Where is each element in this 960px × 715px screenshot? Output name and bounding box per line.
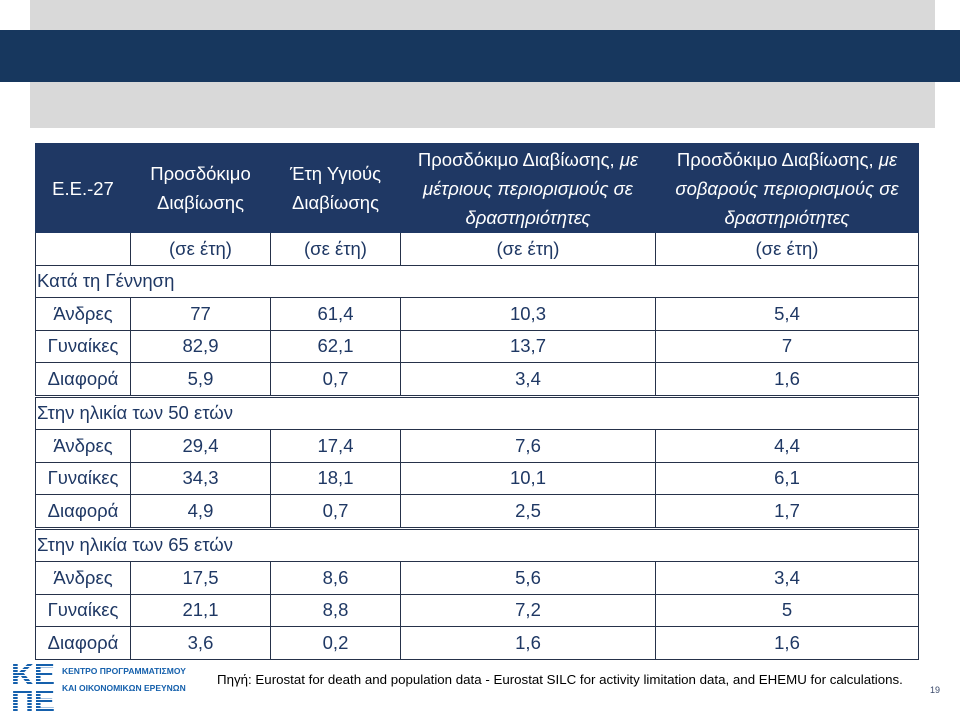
header-life-expectancy: Προσδόκιμο Διαβίωσης	[130, 143, 271, 233]
life-expectancy-table: Ε.Ε.-27 Προσδόκιμο Διαβίωσης Έτη Υγιούς …	[35, 143, 919, 660]
value-moderate-limitation: 10,3	[400, 297, 656, 331]
value-healthy-years: 0,7	[270, 494, 401, 529]
row-women: Γυναίκες 34,3 18,1 10,1 6,1	[35, 461, 919, 495]
value-severe-limitation: 1,6	[655, 362, 919, 397]
value-severe-limitation: 4,4	[655, 429, 919, 463]
value-severe-limitation: 6,1	[655, 461, 919, 495]
title-band	[0, 30, 960, 82]
header-line: δραστηριότητες	[465, 206, 591, 228]
row-men: Άνδρες 29,4 17,4 7,6 4,4	[35, 429, 919, 463]
section-row: Στην ηλικία των 65 ετών	[35, 526, 919, 562]
row-label: Γυναίκες	[35, 461, 131, 495]
header-lead-italic: με	[878, 148, 898, 170]
units-row: (σε έτη) (σε έτη) (σε έτη) (σε έτη)	[35, 232, 919, 266]
row-label: Διαφορά	[35, 362, 131, 397]
row-women: Γυναίκες 21,1 8,8 7,2 5	[35, 593, 919, 627]
value-moderate-limitation: 3,4	[400, 362, 656, 397]
section-row: Στην ηλικία των 50 ετών	[35, 394, 919, 430]
header-lead: Προσδόκιμο Διαβίωσης,	[676, 148, 874, 170]
value-healthy-years: 8,8	[270, 593, 401, 627]
unit-label: (σε έτη)	[270, 232, 401, 266]
value-healthy-years: 17,4	[270, 429, 401, 463]
value-life-expectancy: 82,9	[130, 329, 271, 363]
organization-name-line: ΚΑΙ ΟΙΚΟΝΟΜΙΚΩΝ ΕΡΕΥΝΩΝ	[62, 683, 186, 693]
logo-stripes	[10, 661, 56, 713]
source-note: Πηγή: Eurostat for death and population …	[217, 672, 903, 687]
units-empty-cell	[35, 232, 131, 266]
row-label: Άνδρες	[35, 429, 131, 463]
value-life-expectancy: 4,9	[130, 494, 271, 529]
header-lead: Προσδόκιμο Διαβίωσης,	[417, 148, 615, 170]
kepe-logo-icon: ΚΕ ΠΕ	[10, 661, 56, 713]
header-line: σοβαρούς περιορισμούς σε	[675, 177, 899, 199]
value-life-expectancy: 34,3	[130, 461, 271, 495]
table-header-row: Ε.Ε.-27 Προσδόκιμο Διαβίωσης Έτη Υγιούς …	[35, 143, 919, 233]
section-title: Κατά τη Γέννηση	[35, 264, 919, 298]
value-life-expectancy: 17,5	[130, 561, 271, 595]
row-men: Άνδρες 77 61,4 10,3 5,4	[35, 297, 919, 331]
row-difference: Διαφορά 5,9 0,7 3,4 1,6	[35, 362, 919, 397]
value-severe-limitation: 1,6	[655, 626, 919, 660]
value-moderate-limitation: 13,7	[400, 329, 656, 363]
value-healthy-years: 61,4	[270, 297, 401, 331]
header-line: δραστηριότητες	[724, 206, 850, 228]
header-healthy-years: Έτη Υγιούς Διαβίωσης	[270, 143, 401, 233]
value-life-expectancy: 21,1	[130, 593, 271, 627]
header-line: Προσδόκιμο Διαβίωσης, με	[657, 145, 918, 174]
value-healthy-years: 62,1	[270, 329, 401, 363]
value-severe-limitation: 5	[655, 593, 919, 627]
value-life-expectancy: 3,6	[130, 626, 271, 660]
row-men: Άνδρες 17,5 8,6 5,6 3,4	[35, 561, 919, 595]
value-moderate-limitation: 7,2	[400, 593, 656, 627]
row-label: Άνδρες	[35, 561, 131, 595]
header-lead-italic: με	[619, 148, 639, 170]
value-moderate-limitation: 5,6	[400, 561, 656, 595]
section-row: Κατά τη Γέννηση	[35, 264, 919, 298]
row-label: Άνδρες	[35, 297, 131, 331]
value-moderate-limitation: 1,6	[400, 626, 656, 660]
header-region: Ε.Ε.-27	[35, 143, 131, 233]
value-moderate-limitation: 2,5	[400, 494, 656, 529]
organization-name-line: ΚΕΝΤΡΟ ΠΡΟΓΡΑΜΜΑΤΙΣΜΟΥ	[62, 666, 186, 676]
unit-label: (σε έτη)	[130, 232, 271, 266]
value-life-expectancy: 5,9	[130, 362, 271, 397]
value-healthy-years: 0,2	[270, 626, 401, 660]
row-label: Γυναίκες	[35, 329, 131, 363]
row-label: Διαφορά	[35, 626, 131, 660]
value-healthy-years: 0,7	[270, 362, 401, 397]
section-title: Στην ηλικία των 65 ετών	[35, 526, 919, 562]
unit-label: (σε έτη)	[655, 232, 919, 266]
header-moderate-limitation: Προσδόκιμο Διαβίωσης, με μέτριους περιορι…	[400, 143, 656, 233]
value-life-expectancy: 29,4	[130, 429, 271, 463]
value-severe-limitation: 5,4	[655, 297, 919, 331]
header-line: Έτη Υγιούς	[289, 163, 382, 184]
value-life-expectancy: 77	[130, 297, 271, 331]
row-difference: Διαφορά 3,6 0,2 1,6 1,6	[35, 626, 919, 660]
header-severe-limitation: Προσδόκιμο Διαβίωσης, με σοβαρούς περιορι…	[655, 143, 919, 233]
header-line: Διαβίωσης	[292, 192, 379, 213]
value-healthy-years: 18,1	[270, 461, 401, 495]
value-healthy-years: 8,6	[270, 561, 401, 595]
header-line: Διαβίωσης	[157, 192, 244, 213]
page-number: 19	[930, 685, 941, 695]
header-line: Προσδόκιμο Διαβίωσης, με	[402, 145, 655, 174]
section-title: Στην ηλικία των 50 ετών	[35, 394, 919, 430]
value-moderate-limitation: 7,6	[400, 429, 656, 463]
row-label: Διαφορά	[35, 494, 131, 529]
row-women: Γυναίκες 82,9 62,1 13,7 7	[35, 329, 919, 363]
row-difference: Διαφορά 4,9 0,7 2,5 1,7	[35, 494, 919, 529]
value-severe-limitation: 7	[655, 329, 919, 363]
header-line: μέτριους περιορισμούς σε	[423, 177, 633, 199]
header-line: Προσδόκιμο	[150, 163, 251, 184]
row-label: Γυναίκες	[35, 593, 131, 627]
organization-name: ΚΕΝΤΡΟ ΠΡΟΓΡΑΜΜΑΤΙΣΜΟΥ ΚΑΙ ΟΙΚΟΝΟΜΙΚΩΝ Ε…	[62, 663, 186, 697]
value-severe-limitation: 3,4	[655, 561, 919, 595]
value-severe-limitation: 1,7	[655, 494, 919, 529]
value-moderate-limitation: 10,1	[400, 461, 656, 495]
unit-label: (σε έτη)	[400, 232, 656, 266]
